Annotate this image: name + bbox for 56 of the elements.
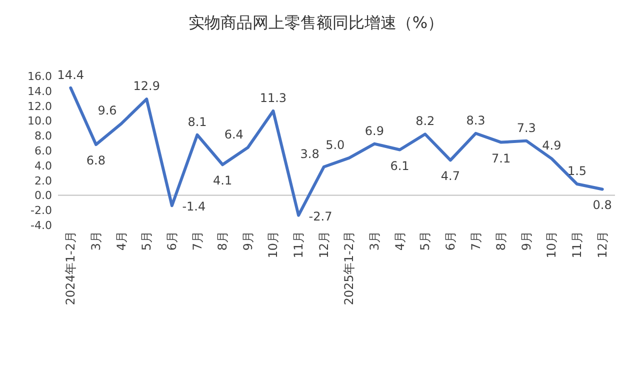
x-tick-label: 11月 — [570, 231, 584, 258]
data-label: 4.9 — [542, 138, 562, 153]
x-tick-label: 6月 — [164, 231, 179, 251]
data-label: 6.1 — [390, 158, 410, 173]
chart-title: 实物商品网上零售额同比增速（%） — [188, 13, 444, 32]
y-tick-label: 2.0 — [34, 174, 52, 188]
x-tick-label: 10月 — [266, 231, 280, 258]
data-label: 12.9 — [133, 79, 160, 94]
x-tick-label: 12月 — [316, 231, 331, 258]
y-tick-label: 16.0 — [28, 70, 52, 83]
data-label: 0.8 — [592, 198, 612, 212]
x-tick-label: 8月 — [494, 231, 508, 251]
x-tick-label: 9月 — [519, 231, 534, 251]
x-tick-label: 5月 — [140, 231, 154, 251]
x-tick-label: 6月 — [443, 231, 458, 251]
x-tick-label: 12月 — [595, 231, 610, 258]
y-tick-label: -4.0 — [30, 219, 52, 232]
data-label: 8.3 — [466, 113, 486, 128]
data-label: 4.7 — [440, 169, 460, 184]
data-label: -1.4 — [182, 200, 206, 214]
y-tick-label: 12.0 — [28, 100, 52, 113]
y-tick-label: 8.0 — [34, 130, 52, 143]
data-label: 7.3 — [516, 120, 536, 135]
data-label: 4.1 — [213, 174, 232, 188]
y-tick-label: 14.0 — [28, 84, 52, 98]
y-tick-label: 10.0 — [28, 114, 52, 128]
x-tick-label: 7月 — [468, 231, 483, 251]
data-label: 3.8 — [300, 146, 320, 161]
data-label: 6.4 — [224, 128, 244, 142]
y-tick-label: -2.0 — [30, 204, 52, 218]
data-label: 9.6 — [98, 104, 117, 118]
data-label: 5.0 — [326, 138, 345, 152]
x-tick-label: 10月 — [544, 231, 559, 258]
data-label: 8.2 — [416, 114, 435, 128]
data-label: 6.8 — [86, 154, 106, 168]
data-label: 14.4 — [57, 68, 84, 82]
data-label: 7.1 — [492, 151, 511, 166]
x-tick-label: 3月 — [88, 231, 103, 251]
x-tick-label: 2024年1-2月 — [64, 231, 78, 306]
x-tick-label: 2025年1-2月 — [342, 231, 356, 306]
x-tick-label: 4月 — [114, 231, 128, 251]
data-label: 6.9 — [364, 124, 384, 138]
y-tick-label: 4.0 — [34, 159, 52, 172]
data-label: -2.7 — [308, 209, 332, 224]
x-tick-label: 5月 — [418, 231, 432, 251]
x-tick-label: 9月 — [240, 231, 255, 251]
data-label: 1.5 — [567, 164, 587, 178]
x-tick-label: 8月 — [216, 231, 230, 251]
data-label: 8.1 — [188, 114, 207, 129]
x-tick-label: 7月 — [190, 231, 204, 251]
y-tick-label: 6.0 — [34, 144, 52, 158]
y-tick-label: 0.0 — [34, 189, 52, 202]
x-tick-label: 3月 — [367, 231, 382, 251]
x-tick-label: 4月 — [392, 231, 407, 251]
x-tick-label: 11月 — [292, 231, 306, 258]
data-label: 11.3 — [260, 91, 287, 106]
